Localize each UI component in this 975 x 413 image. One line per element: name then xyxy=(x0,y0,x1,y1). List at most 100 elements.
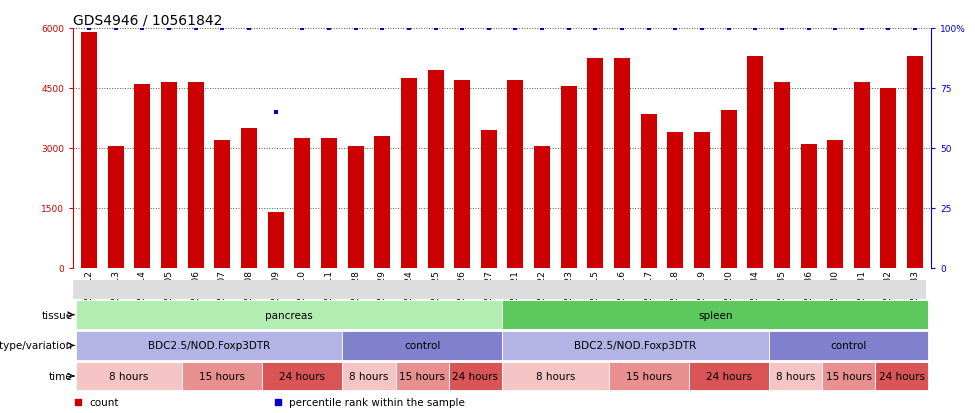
Bar xyxy=(342,331,502,360)
Text: 8 hours: 8 hours xyxy=(775,371,815,381)
Point xyxy=(534,26,550,32)
Bar xyxy=(294,139,310,268)
Text: 8 hours: 8 hours xyxy=(109,371,149,381)
Bar xyxy=(614,59,630,268)
Bar xyxy=(502,331,768,360)
Bar xyxy=(854,83,870,268)
Point xyxy=(161,26,176,32)
Text: 15 hours: 15 hours xyxy=(199,371,246,381)
Point xyxy=(321,26,336,32)
Point xyxy=(614,26,630,32)
Point xyxy=(641,26,656,32)
Point xyxy=(908,26,923,32)
Bar xyxy=(214,140,230,268)
Text: 8 hours: 8 hours xyxy=(535,371,575,381)
Text: 15 hours: 15 hours xyxy=(399,371,446,381)
Bar xyxy=(342,362,396,391)
Point xyxy=(81,26,97,32)
Text: time: time xyxy=(49,371,72,381)
Point xyxy=(268,109,284,116)
Bar xyxy=(721,111,736,268)
Point xyxy=(348,26,364,32)
Text: 15 hours: 15 hours xyxy=(626,371,672,381)
Text: genotype/variation: genotype/variation xyxy=(0,341,72,351)
Bar xyxy=(688,362,768,391)
Text: pancreas: pancreas xyxy=(265,310,313,320)
Point xyxy=(721,26,736,32)
Bar xyxy=(76,301,502,330)
Bar xyxy=(667,133,683,268)
Text: GDS4946 / 10561842: GDS4946 / 10561842 xyxy=(73,14,222,28)
Bar xyxy=(880,89,896,268)
Bar xyxy=(641,115,657,268)
Point xyxy=(880,26,896,32)
Bar xyxy=(608,362,688,391)
Bar xyxy=(188,83,204,268)
Bar xyxy=(268,212,284,268)
Bar xyxy=(774,83,790,268)
Text: 24 hours: 24 hours xyxy=(706,371,752,381)
Bar xyxy=(747,57,763,268)
Point xyxy=(214,26,230,32)
Text: 24 hours: 24 hours xyxy=(279,371,326,381)
Bar xyxy=(347,147,364,268)
Bar xyxy=(161,83,177,268)
Bar xyxy=(534,147,550,268)
Bar xyxy=(800,145,816,268)
Point xyxy=(454,26,470,32)
Bar xyxy=(241,128,257,268)
Bar xyxy=(587,59,604,268)
Point xyxy=(241,26,256,32)
Bar xyxy=(502,301,928,330)
Bar xyxy=(76,362,182,391)
Point xyxy=(135,26,150,32)
Bar xyxy=(448,362,502,391)
Bar xyxy=(321,139,337,268)
Text: BDC2.5/NOD.Foxp3DTR: BDC2.5/NOD.Foxp3DTR xyxy=(574,341,696,351)
Bar xyxy=(396,362,448,391)
Text: 15 hours: 15 hours xyxy=(826,371,872,381)
Point xyxy=(481,26,496,32)
Bar xyxy=(108,147,124,268)
Point xyxy=(694,26,710,32)
Point xyxy=(508,26,524,32)
Bar xyxy=(561,87,577,268)
Bar xyxy=(135,85,150,268)
Point xyxy=(428,26,444,32)
Bar xyxy=(822,362,876,391)
Bar xyxy=(76,331,342,360)
Bar xyxy=(73,280,926,299)
Bar xyxy=(401,79,417,268)
Bar xyxy=(876,362,928,391)
Point xyxy=(188,26,204,32)
Bar xyxy=(427,71,444,268)
Bar xyxy=(81,33,98,268)
Bar xyxy=(182,362,262,391)
Bar xyxy=(694,133,710,268)
Bar xyxy=(768,362,822,391)
Text: percentile rank within the sample: percentile rank within the sample xyxy=(289,396,465,406)
Text: tissue: tissue xyxy=(42,310,72,320)
Bar xyxy=(827,140,843,268)
Bar xyxy=(454,81,470,268)
Point xyxy=(774,26,790,32)
Point xyxy=(108,26,124,32)
Point xyxy=(294,26,310,32)
Bar xyxy=(374,137,390,268)
Point xyxy=(828,26,843,32)
Text: control: control xyxy=(404,341,441,351)
Text: 24 hours: 24 hours xyxy=(878,371,925,381)
Point xyxy=(401,26,416,32)
Bar xyxy=(768,331,928,360)
Text: 8 hours: 8 hours xyxy=(349,371,389,381)
Point xyxy=(588,26,604,32)
Text: spleen: spleen xyxy=(698,310,732,320)
Point xyxy=(800,26,816,32)
Bar xyxy=(502,362,608,391)
Text: 24 hours: 24 hours xyxy=(452,371,498,381)
Text: control: control xyxy=(831,341,867,351)
Point xyxy=(374,26,390,32)
Point xyxy=(668,26,683,32)
Bar xyxy=(507,81,524,268)
Bar xyxy=(481,131,497,268)
